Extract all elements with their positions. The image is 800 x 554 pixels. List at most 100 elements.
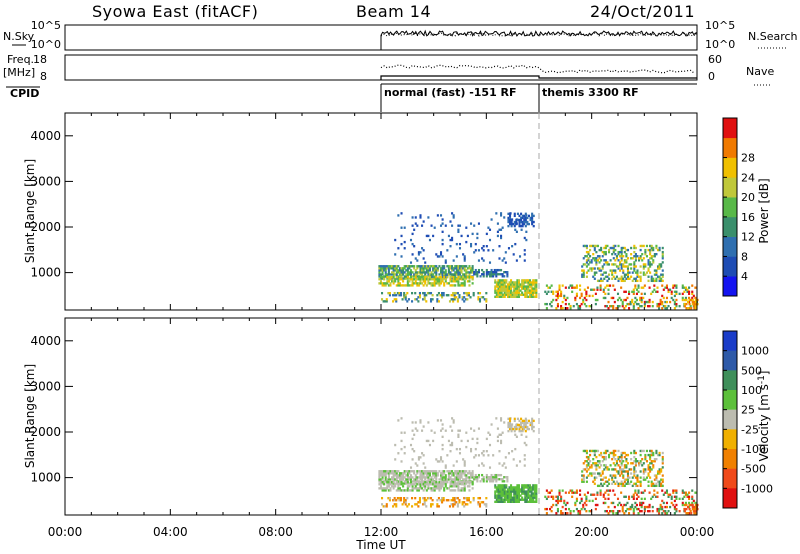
velocity-cell xyxy=(500,473,503,477)
velocity-cell xyxy=(378,478,381,481)
velocity-cell xyxy=(626,501,629,505)
velocity-cell xyxy=(521,486,524,489)
power-cell xyxy=(585,246,588,250)
power-cell xyxy=(423,291,426,295)
velocity-cell xyxy=(460,489,463,492)
velocity-cell xyxy=(523,423,526,427)
power-cell xyxy=(488,271,492,274)
power-cell xyxy=(457,284,460,287)
power-cell xyxy=(455,242,458,246)
power-cell xyxy=(524,295,527,298)
power-cell xyxy=(622,279,625,283)
velocity-cell xyxy=(423,501,426,504)
velocity-cell xyxy=(619,466,622,469)
velocity-cell xyxy=(482,454,485,457)
velocity-cell xyxy=(466,481,469,484)
power-cell xyxy=(409,271,413,274)
power-cell xyxy=(564,298,567,302)
power-colorbar-tick-label-2: 12 xyxy=(741,231,755,244)
velocity-cell xyxy=(658,512,661,515)
power-cell xyxy=(675,286,678,289)
power-cell xyxy=(427,234,430,238)
power-cell xyxy=(612,257,615,260)
velocity-cell xyxy=(493,476,496,479)
velocity-cell xyxy=(588,509,591,513)
velocity-cell xyxy=(387,470,390,473)
power-cell xyxy=(470,242,473,246)
velocity-cell xyxy=(506,478,509,481)
velocity-cell xyxy=(649,468,652,471)
velocity-cell xyxy=(604,464,607,467)
velocity-cell xyxy=(653,489,656,492)
power-cell xyxy=(639,275,642,278)
power-cell xyxy=(408,284,411,287)
power-cell xyxy=(596,288,599,291)
power-cell xyxy=(383,269,386,272)
power-cell xyxy=(414,277,417,280)
power-cell xyxy=(616,304,620,308)
power-cell xyxy=(528,279,532,282)
power-cell xyxy=(665,300,669,304)
velocity-cell xyxy=(628,482,631,485)
velocity-cell xyxy=(552,495,555,498)
velocity-cell xyxy=(590,449,593,453)
power-cell xyxy=(600,269,603,272)
power-cell xyxy=(528,281,532,284)
velocity-cell xyxy=(452,489,455,492)
power-cell xyxy=(569,284,572,287)
power-cell xyxy=(405,284,408,287)
power-cell xyxy=(513,212,516,215)
velocity-cell xyxy=(585,499,588,503)
power-cell xyxy=(386,276,389,279)
velocity-cell xyxy=(496,439,499,443)
power-ylabel: Slant Range [km] xyxy=(23,159,37,263)
power-cell xyxy=(623,259,626,262)
power-cell xyxy=(402,267,405,270)
power-cell xyxy=(584,255,587,258)
velocity-cell xyxy=(398,499,401,502)
power-cell xyxy=(593,244,596,248)
power-cell xyxy=(564,286,567,289)
power-cell xyxy=(514,293,517,296)
velocity-cell xyxy=(634,457,637,461)
velocity-cell xyxy=(414,487,417,490)
velocity-cell xyxy=(638,462,641,465)
velocity-cell xyxy=(500,419,503,422)
power-cell xyxy=(558,288,561,291)
velocity-cell xyxy=(645,476,648,479)
power-cell xyxy=(397,275,400,278)
velocity-cell xyxy=(517,490,521,493)
velocity-cell xyxy=(455,474,458,477)
velocity-cell xyxy=(469,501,472,504)
power-colorbar-tick-label-5: 24 xyxy=(741,171,755,184)
power-cell xyxy=(531,218,534,222)
velocity-cell xyxy=(437,496,440,500)
velocity-cell xyxy=(397,480,400,483)
velocity-cell xyxy=(672,491,675,494)
velocity-cell xyxy=(466,439,469,443)
power-cell xyxy=(463,280,466,283)
power-cell xyxy=(454,284,457,287)
velocity-cell xyxy=(457,435,460,439)
velocity-cell xyxy=(432,480,435,483)
velocity-cell xyxy=(508,496,511,499)
velocity-cell xyxy=(587,474,590,477)
power-cell xyxy=(441,269,444,272)
power-cell xyxy=(506,271,509,274)
power-cell xyxy=(506,289,509,292)
velocity-cell xyxy=(515,464,518,467)
velocity-cell xyxy=(693,509,696,513)
velocity-cell xyxy=(527,486,530,489)
velocity-cell xyxy=(600,464,603,467)
velocity-cell xyxy=(452,464,455,467)
power-cell xyxy=(473,273,476,276)
velocity-cell xyxy=(379,470,383,473)
power-cell xyxy=(623,275,626,278)
power-cell xyxy=(552,290,555,293)
velocity-cell xyxy=(439,472,443,475)
power-colorbar-frame xyxy=(722,117,738,297)
power-cell xyxy=(659,300,662,304)
velocity-cell xyxy=(600,453,603,457)
velocity-cell xyxy=(494,484,497,487)
power-cell xyxy=(585,244,588,248)
